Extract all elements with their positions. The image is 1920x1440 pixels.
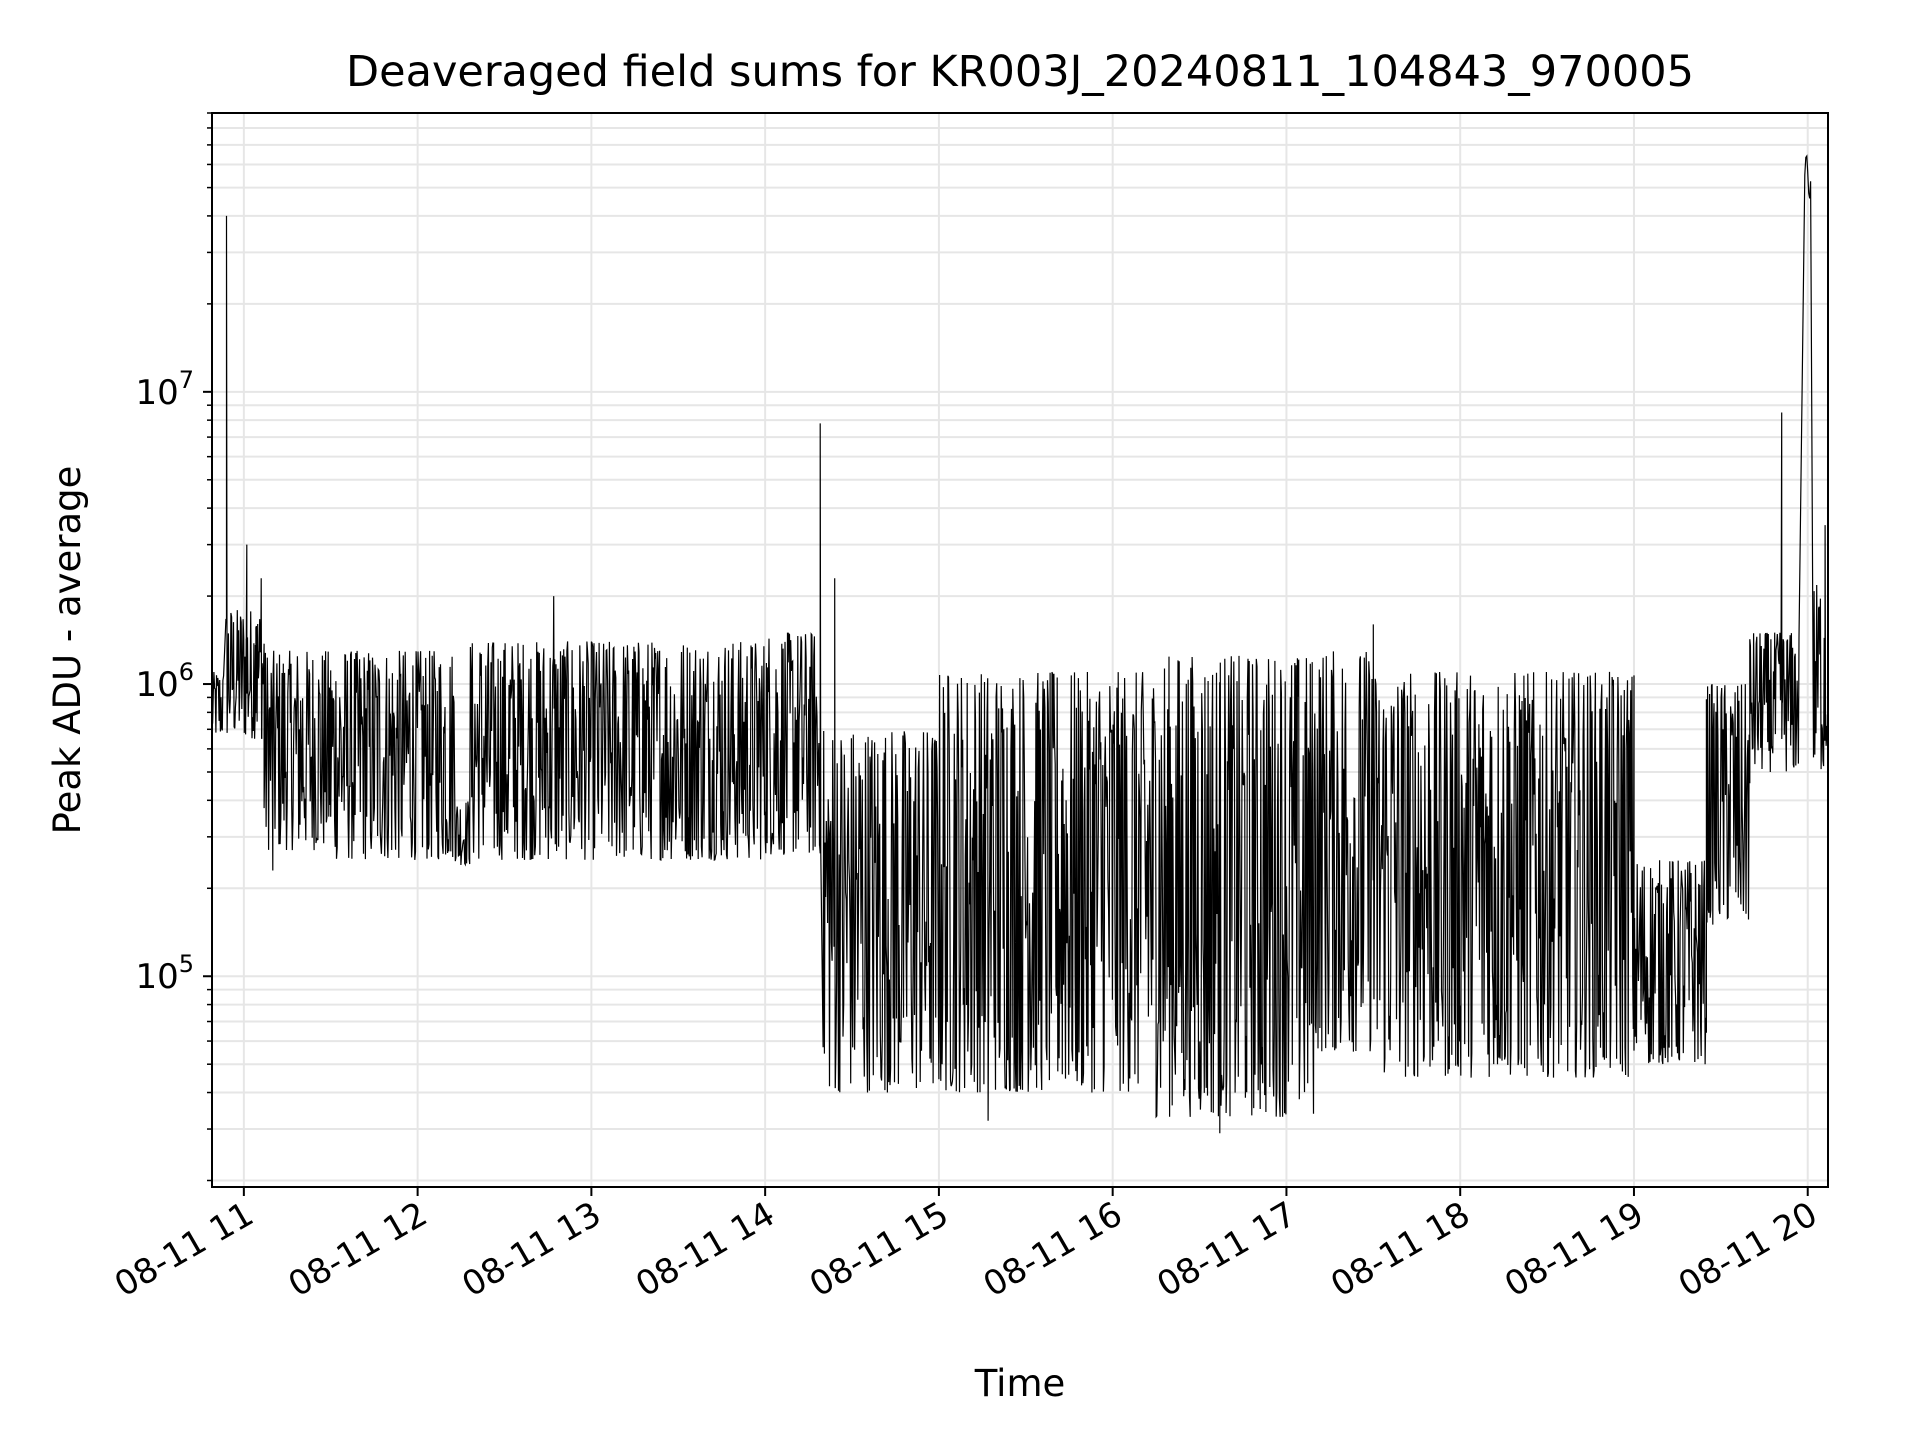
- y-tick-base: 10: [135, 957, 178, 997]
- y-axis-label: Peak ADU - average: [46, 466, 89, 835]
- data-series: [211, 154, 1829, 1134]
- chart-title: Deaveraged field sums for KR003J_2024081…: [346, 47, 1694, 97]
- y-tick-exponent: 5: [179, 950, 194, 978]
- y-tick-exponent: 6: [179, 658, 194, 686]
- y-tick-label: 106: [135, 658, 194, 705]
- y-tick-base: 10: [135, 665, 178, 705]
- y-tick-exponent: 7: [179, 366, 194, 394]
- series-line: [211, 154, 1829, 1134]
- y-tick-base: 10: [135, 373, 178, 413]
- x-axis-label: Time: [974, 1362, 1066, 1405]
- plot-frame: [211, 112, 1829, 1188]
- y-tick-label: 105: [135, 950, 194, 997]
- y-tick-label: 107: [135, 366, 194, 413]
